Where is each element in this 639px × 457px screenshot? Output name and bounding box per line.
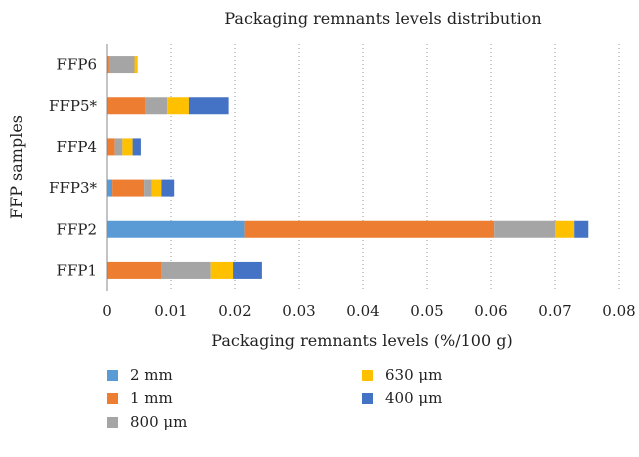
- x-tick-label: 0.07: [538, 302, 571, 320]
- bar-segment: [574, 220, 589, 238]
- x-axis-label: Packaging remnants levels (%/100 g): [211, 331, 512, 350]
- x-tick-label: 0.01: [154, 302, 187, 320]
- y-tick-label: FFP2: [57, 220, 97, 238]
- x-tick-label: 0.04: [346, 302, 379, 320]
- bar-segment: [233, 261, 262, 279]
- x-tick-label: 0.08: [602, 302, 635, 320]
- chart-title: Packaging remnants levels distribution: [224, 9, 541, 28]
- x-tick-label: 0.06: [474, 302, 507, 320]
- bar-segment: [107, 179, 113, 197]
- bar-segment: [144, 179, 152, 197]
- bar-segment: [107, 56, 109, 74]
- bar-segment: [494, 220, 555, 238]
- bar-segment: [161, 179, 175, 197]
- bar-segment: [145, 97, 168, 115]
- bar-segment: [107, 97, 146, 115]
- bar-segment: [107, 138, 115, 156]
- bars: [107, 56, 589, 279]
- bar-segment: [108, 56, 135, 74]
- x-tick-label: 0: [102, 302, 112, 320]
- bar-segment: [167, 97, 189, 115]
- bar-segment: [244, 220, 495, 238]
- x-tick-label: 0.05: [410, 302, 443, 320]
- bar-segment: [151, 179, 162, 197]
- bar-segment: [107, 261, 162, 279]
- y-tick-label: FFP5*: [49, 97, 97, 115]
- bar-segment: [188, 97, 229, 115]
- bar-segment: [122, 138, 133, 156]
- grid-lines: [170, 44, 620, 291]
- y-tick-label: FFP4: [57, 138, 97, 156]
- x-tick-labels: 0 0.01 0.02 0.03 0.04 0.05 0.06 0.07 0.08: [102, 302, 635, 320]
- x-tick-label: 0.02: [218, 302, 251, 320]
- bar-segment: [555, 220, 575, 238]
- bar-segment: [210, 261, 234, 279]
- y-axis-label: FFP samples: [7, 115, 26, 219]
- bar-segment: [112, 179, 145, 197]
- y-tick-label: FFP3*: [49, 179, 97, 197]
- y-tick-labels: FFP1 FFP2 FFP3* FFP4 FFP5* FFP6: [49, 56, 97, 280]
- x-tick-label: 0.03: [282, 302, 315, 320]
- bar-segment: [107, 220, 245, 238]
- bar-segment: [161, 261, 211, 279]
- y-tick-label: FFP6: [57, 56, 97, 74]
- bar-segment: [114, 138, 123, 156]
- bar-segment: [134, 56, 138, 74]
- y-tick-label: FFP1: [57, 261, 97, 279]
- bar-segment: [132, 138, 141, 156]
